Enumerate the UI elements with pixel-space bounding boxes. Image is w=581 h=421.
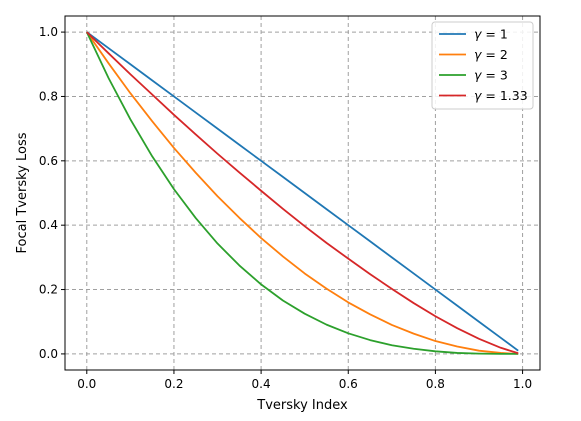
series-line-1 bbox=[86, 31, 519, 352]
ticks: 0.0 0.2 0.4 0.6 0.8 1.0 0.0 0.2 0.4 0.6 0.8 1.0 bbox=[39, 25, 532, 391]
series-line-2 bbox=[86, 31, 519, 355]
x-tick-label: 0.0 bbox=[77, 377, 96, 391]
legend-label: γ = 2 bbox=[474, 47, 508, 62]
y-tick-label: 1.0 bbox=[39, 25, 58, 39]
series-line-3 bbox=[85, 31, 519, 355]
x-axis-label: Tversky Index bbox=[256, 398, 348, 413]
x-tick-label: 1.0 bbox=[513, 377, 532, 391]
legend-box bbox=[431, 21, 534, 110]
legend-label: γ = 3 bbox=[474, 68, 508, 83]
legend-label: γ = 1.33 bbox=[474, 88, 528, 103]
y-tick-label: 0.4 bbox=[39, 218, 58, 232]
plot-frame bbox=[64, 15, 541, 371]
y-tick-label: 0.6 bbox=[39, 154, 58, 168]
y-tick-label: 0.8 bbox=[39, 89, 58, 103]
y-tick-label: 0.2 bbox=[39, 283, 58, 297]
legend-label: γ = 1 bbox=[474, 27, 508, 42]
legend: γ = 1 γ = 2 γ = 3 γ = 1.33 bbox=[431, 21, 534, 110]
x-tick-label: 0.4 bbox=[252, 377, 271, 391]
y-axis-label: Focal Tversky Loss bbox=[15, 132, 30, 253]
series-line-4 bbox=[86, 31, 519, 355]
x-tick-label: 0.8 bbox=[426, 377, 445, 391]
y-tick-label: 0.0 bbox=[39, 347, 58, 361]
x-tick-label: 0.6 bbox=[339, 377, 358, 391]
series-group bbox=[85, 31, 519, 355]
x-tick-label: 0.2 bbox=[164, 377, 183, 391]
